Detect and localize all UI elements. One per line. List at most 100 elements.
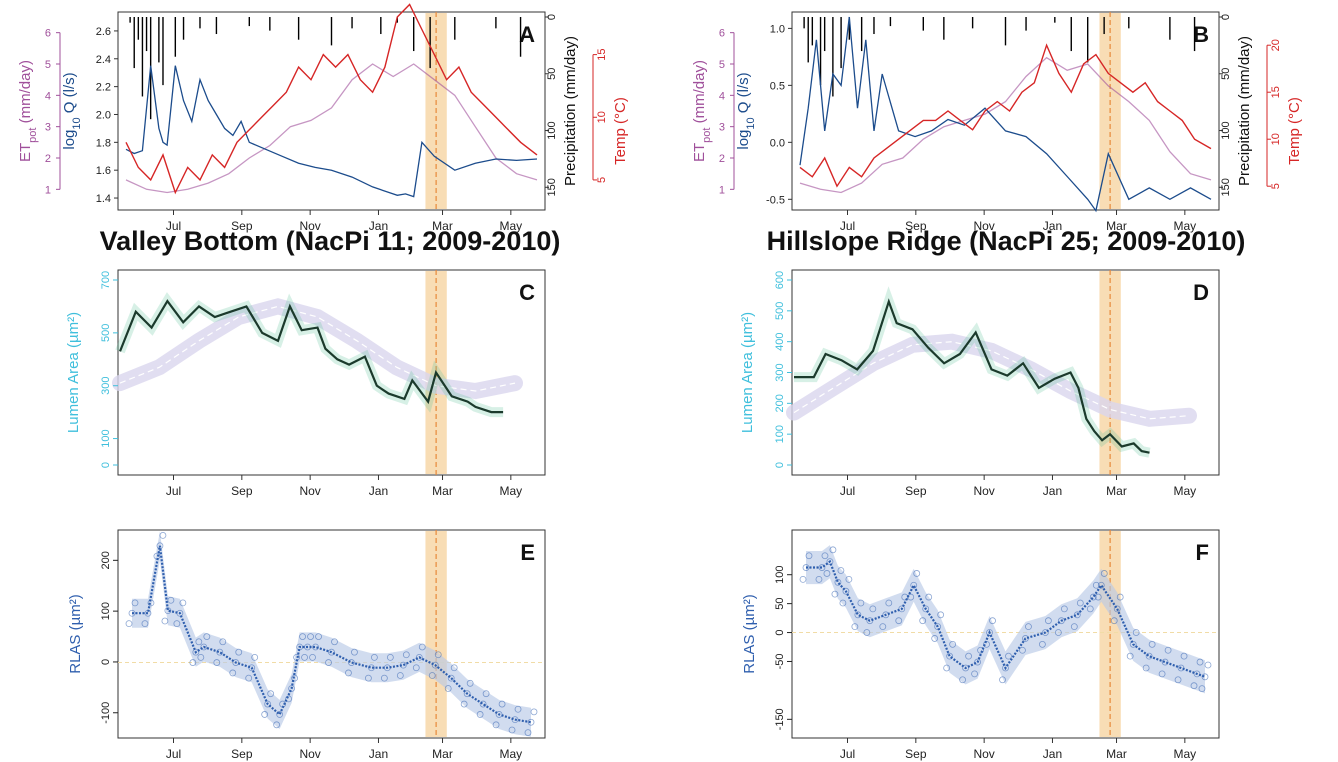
rlas-point xyxy=(431,661,439,669)
rlas-axis-label: RLAS (µm²) xyxy=(67,594,84,673)
rlas-point xyxy=(418,643,426,651)
rlas-point xyxy=(986,629,993,636)
rlas-point xyxy=(974,658,981,666)
x-tick-label: Jan xyxy=(1043,219,1062,233)
panel-letter-f: F xyxy=(1196,540,1209,565)
temp-tick-label: 10 xyxy=(596,111,608,123)
q-axis-label-unit: Q (l/s) xyxy=(735,72,752,117)
q-axis-label: log10 Q (l/s) xyxy=(61,72,83,149)
precip-tick-label: 150 xyxy=(1220,178,1232,196)
x-tick-label: Mar xyxy=(1106,219,1127,233)
rlas-point xyxy=(460,700,468,708)
rlas-point xyxy=(476,711,484,718)
rlas-line xyxy=(806,559,1206,678)
x-tick-label: May xyxy=(1174,484,1197,498)
rlas-point xyxy=(299,633,306,640)
rlas-point xyxy=(1094,593,1102,601)
rlas-point xyxy=(267,690,275,698)
x-tick-label: Mar xyxy=(1106,484,1127,498)
x-tick-label: May xyxy=(1174,219,1197,233)
plot-frame xyxy=(117,11,546,211)
rlas-point xyxy=(949,640,957,648)
rlas-point xyxy=(261,711,269,718)
rlas-point xyxy=(1086,605,1094,613)
rlas-axis-tick-label: -50 xyxy=(774,654,786,670)
et-tick-label: 6 xyxy=(45,28,51,40)
q-tick-label: 0.0 xyxy=(770,137,785,149)
rlas-point xyxy=(815,575,823,583)
rlas-point xyxy=(857,599,865,607)
rlas-point xyxy=(1113,605,1121,613)
rlas-point xyxy=(879,623,887,631)
rlas-axis-label: RLAS (µm²) xyxy=(741,594,758,673)
lumen-axis-tick-label: 700 xyxy=(100,271,112,289)
rlas-point xyxy=(946,652,954,660)
rlas-point xyxy=(276,711,284,718)
rlas-point xyxy=(834,578,842,586)
lumen-axis-tick-label: 500 xyxy=(774,302,786,320)
fit-band xyxy=(786,333,1197,427)
precip-tick-label: 50 xyxy=(1220,68,1232,80)
q-tick-label: 2.0 xyxy=(96,109,111,121)
q-tick-label: -0.5 xyxy=(766,194,785,206)
rlas-point xyxy=(1097,581,1105,589)
x-tick-label: Jul xyxy=(840,484,855,498)
rlas-point xyxy=(173,620,181,628)
rlas-point xyxy=(910,581,918,589)
x-tick-label: Nov xyxy=(973,219,994,233)
rlas-point xyxy=(482,690,490,698)
x-tick-label: Sep xyxy=(231,484,253,498)
q-tick-label: 1.6 xyxy=(96,165,111,177)
rlas-point xyxy=(229,669,237,677)
rlas-point xyxy=(309,653,316,661)
et-axis-label: ETpot (mm/day) xyxy=(17,60,39,162)
lumen-axis-tick-label: 100 xyxy=(774,425,786,443)
rlas-line xyxy=(132,545,532,724)
x-tick-label: Mar xyxy=(432,484,453,498)
rlas-point xyxy=(498,700,506,708)
q-axis-label-unit: Q (l/s) xyxy=(61,72,78,117)
et-tick-label: 4 xyxy=(719,90,725,102)
panel-letter-a: A xyxy=(519,22,535,47)
et-axis-label-sub: pot xyxy=(27,128,39,143)
rlas-point xyxy=(943,664,951,672)
lumen-axis-tick-label: 600 xyxy=(774,271,786,289)
rlas-point xyxy=(851,623,859,631)
rlas-point xyxy=(508,726,516,734)
rlas-uncertainty-band xyxy=(806,545,1205,694)
x-tick-label: Nov xyxy=(299,219,320,233)
rlas-point xyxy=(854,611,862,619)
rlas-point xyxy=(1180,652,1188,660)
et-axis-label-sub: pot xyxy=(701,128,713,143)
rlas-point xyxy=(1039,640,1046,648)
x-tick-label: May xyxy=(500,219,523,233)
panel-b: B Jul Sep Nov Jan Mar May 1 2 3 4 5 6 ETpot (mm/day) -… xyxy=(691,11,1303,233)
rlas-axis-tick-label: -100 xyxy=(100,702,112,724)
et-axis-label-unit: (mm/day) xyxy=(17,60,34,128)
rlas-point xyxy=(348,659,355,666)
x-tick-label: Nov xyxy=(973,484,994,498)
rlas-point xyxy=(1042,629,1049,636)
temp-tick-label: 10 xyxy=(1270,133,1282,145)
rlas-point xyxy=(1198,685,1206,693)
rlas-point xyxy=(1025,623,1032,631)
temp-tick-label: 5 xyxy=(1270,183,1282,189)
rlas-point xyxy=(971,670,978,678)
rlas-point xyxy=(189,659,197,666)
rlas-point xyxy=(412,664,420,672)
x-tick-label: Sep xyxy=(905,747,927,761)
temp-tick-label: 20 xyxy=(1270,39,1282,51)
x-tick-label: Nov xyxy=(299,747,320,761)
rlas-point xyxy=(1076,599,1084,607)
rlas-point xyxy=(1057,617,1065,625)
lumen-axis-tick-label: 0 xyxy=(100,462,112,468)
et-tick-label: 5 xyxy=(719,59,725,71)
rlas-point xyxy=(364,674,372,682)
rlas-axis-tick-label: 0 xyxy=(774,629,786,635)
x-tick-label: Jul xyxy=(840,747,855,761)
precip-tick-label: 150 xyxy=(546,178,558,196)
x-tick-label: May xyxy=(1174,747,1197,761)
rlas-point xyxy=(524,729,532,736)
observed-line xyxy=(794,298,1150,454)
temp-tick-label: 5 xyxy=(596,177,608,183)
